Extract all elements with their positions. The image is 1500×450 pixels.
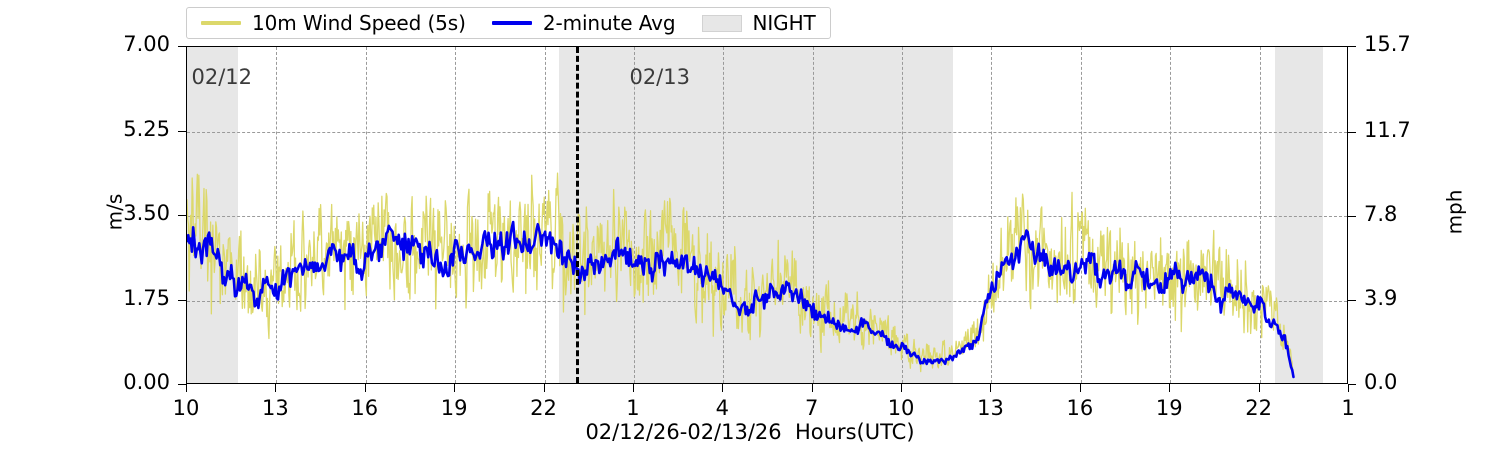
x-tick-mark bbox=[990, 384, 992, 392]
gridline-vertical bbox=[1170, 47, 1172, 383]
x-tick-mark bbox=[275, 384, 277, 392]
gridline-vertical bbox=[455, 47, 457, 383]
legend-entry-night: NIGHT bbox=[701, 11, 816, 35]
y-tick-label-left: 3.50 bbox=[123, 201, 170, 225]
series-layer bbox=[187, 172, 1295, 379]
gridline-vertical bbox=[723, 47, 725, 383]
x-tick-label: 10 bbox=[172, 396, 200, 420]
day-break-line bbox=[575, 47, 579, 383]
gridline-vertical bbox=[1259, 47, 1261, 383]
x-tick-label: 1 bbox=[626, 396, 640, 420]
y-tick-mark-right bbox=[1348, 216, 1356, 218]
night-band bbox=[1274, 47, 1323, 383]
legend-entry-two-minute-avg: 2-minute Avg bbox=[491, 11, 676, 35]
gridline-horizontal bbox=[187, 216, 1347, 217]
legend-entry-wind-speed-5s: 10m Wind Speed (5s) bbox=[201, 11, 466, 35]
legend-swatch-two-minute-avg-icon bbox=[491, 21, 532, 25]
y-tick-mark-left bbox=[178, 215, 186, 216]
x-tick-label: 13 bbox=[262, 396, 289, 420]
y-tick-label-left: 1.75 bbox=[123, 285, 170, 310]
y-tick-label-right: 0.0 bbox=[1364, 370, 1398, 394]
x-tick-label: 16 bbox=[1066, 396, 1094, 420]
gridline-vertical bbox=[365, 47, 367, 383]
y-tick-label-right: 3.9 bbox=[1364, 286, 1398, 311]
legend-label-wind-speed-5s: 10m Wind Speed (5s) bbox=[252, 11, 466, 35]
legend-label-two-minute-avg: 2-minute Avg bbox=[542, 11, 676, 35]
gridline-vertical bbox=[633, 47, 635, 383]
y-tick-mark-left bbox=[178, 299, 186, 301]
x-tick-label: 19 bbox=[1155, 396, 1183, 420]
y-tick-label-right: 11.7 bbox=[1364, 118, 1411, 143]
y-tick-mark-right bbox=[1348, 300, 1356, 302]
x-tick-mark bbox=[811, 384, 813, 392]
y-axis-right-title: mph bbox=[1442, 189, 1467, 235]
x-tick-mark bbox=[1079, 384, 1081, 392]
x-tick-label: 19 bbox=[440, 396, 468, 420]
x-tick-mark bbox=[186, 384, 187, 392]
x-axis-title: 02/12/26-02/13/26 Hours(UTC) bbox=[585, 420, 915, 444]
y-tick-mark-right bbox=[1348, 46, 1356, 47]
y-axis-left-title: m/s bbox=[102, 193, 127, 231]
chart-legend: 10m Wind Speed (5s) 2-minute Avg NIGHT bbox=[186, 7, 831, 39]
x-tick-label: 16 bbox=[351, 396, 379, 420]
gridline-horizontal bbox=[187, 131, 1347, 133]
y-tick-label-left: 5.25 bbox=[123, 116, 170, 141]
series-two-minute-avg bbox=[187, 220, 1295, 379]
x-tick-label: 10 bbox=[887, 396, 915, 420]
x-tick-mark bbox=[1258, 384, 1260, 392]
x-tick-label: 13 bbox=[977, 396, 1004, 420]
x-tick-mark bbox=[901, 384, 903, 392]
x-tick-mark bbox=[543, 384, 545, 392]
gridline-vertical bbox=[812, 47, 814, 383]
x-tick-mark bbox=[454, 384, 456, 392]
legend-swatch-night-icon bbox=[701, 14, 742, 32]
x-tick-label: 7 bbox=[805, 396, 819, 420]
legend-label-night: NIGHT bbox=[752, 11, 816, 35]
date-annotation: 02/12 bbox=[191, 65, 252, 89]
x-tick-mark bbox=[1348, 384, 1349, 392]
x-tick-label: 22 bbox=[530, 396, 557, 420]
y-tick-label-right: 7.8 bbox=[1364, 202, 1398, 227]
y-tick-mark-left bbox=[178, 46, 186, 47]
y-tick-mark-right bbox=[1348, 384, 1356, 385]
y-tick-mark-right bbox=[1348, 132, 1356, 134]
y-tick-label-left: 0.00 bbox=[123, 370, 170, 394]
x-tick-mark bbox=[1169, 384, 1171, 392]
y-tick-label-left: 7.00 bbox=[123, 32, 170, 56]
x-tick-mark bbox=[722, 384, 724, 392]
date-annotation: 02/13 bbox=[629, 65, 690, 89]
x-tick-label: 1 bbox=[1341, 396, 1355, 420]
x-tick-label: 22 bbox=[1245, 396, 1272, 420]
gridline-vertical bbox=[991, 47, 993, 383]
y-tick-mark-left bbox=[178, 130, 186, 132]
x-tick-mark bbox=[632, 384, 634, 392]
series-wind-speed-5s bbox=[187, 172, 1295, 374]
x-tick-mark bbox=[364, 384, 366, 392]
y-tick-label-right: 15.7 bbox=[1364, 32, 1411, 56]
y-tick-mark-left bbox=[178, 384, 186, 385]
x-tick-label: 4 bbox=[715, 396, 729, 420]
night-band bbox=[187, 47, 239, 383]
gridline-vertical bbox=[902, 47, 904, 383]
plot-area: 02/12 02/13 bbox=[186, 46, 1348, 384]
gridline-vertical bbox=[276, 47, 278, 383]
legend-swatch-wind-speed-5s-icon bbox=[201, 21, 241, 25]
